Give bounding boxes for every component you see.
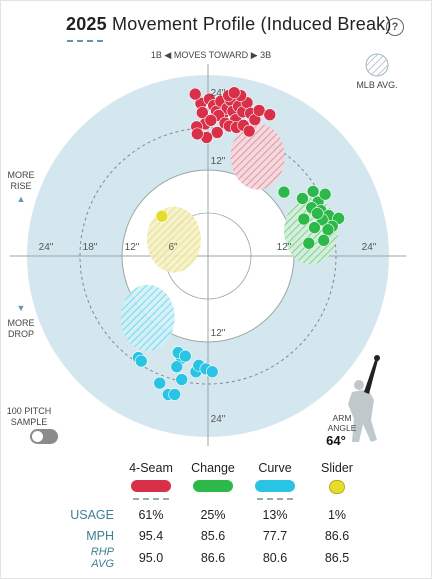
four-seam-toggle[interactable]	[131, 480, 171, 492]
pitch-point-curve[interactable]	[170, 360, 184, 374]
table-cell: 77.7	[262, 528, 288, 543]
title-year: 2025	[66, 14, 107, 34]
pitch-point-4-seam[interactable]	[252, 104, 266, 117]
pitch-point-curve[interactable]	[175, 373, 189, 386]
moves-toward-text: MOVES TOWARD	[173, 50, 249, 60]
table-row: MPH 95.4 85.6 77.7 86.6	[66, 525, 368, 546]
table-cell: 1%	[327, 507, 347, 522]
pitch-point-4-seam[interactable]	[227, 86, 241, 99]
pitch-point-4-seam[interactable]	[210, 126, 224, 139]
change-toggle[interactable]	[193, 480, 233, 492]
pitch-point-4-seam[interactable]	[188, 87, 202, 101]
table-header-row: 4-Seam Change Curve Slider	[66, 458, 368, 478]
row-label-mph: MPH	[86, 528, 114, 543]
pitch-point-curve[interactable]	[178, 349, 192, 363]
table-cell: 86.5	[324, 551, 350, 565]
pitch-header: Slider	[321, 461, 353, 475]
tick-h-right-12: 12"	[277, 242, 292, 253]
arm-angle-value: 64°	[326, 433, 346, 448]
help-icon[interactable]: ?	[386, 18, 404, 36]
tick-h-left-6: 6"	[168, 242, 178, 253]
pitch-point-change[interactable]	[277, 185, 291, 199]
table-cell: 61%	[138, 507, 164, 522]
tick-v-top-24: 24"	[211, 88, 226, 99]
pitch-point-change[interactable]	[311, 207, 324, 220]
more-rise-label: MORE RISE	[7, 170, 35, 191]
table-cell: 86.6	[200, 551, 226, 565]
pitch-point-change[interactable]	[318, 187, 332, 201]
pitch-point-change[interactable]	[306, 185, 320, 198]
tick-h-left-12: 12"	[125, 242, 140, 253]
pitch-sample-toggle[interactable]	[30, 429, 58, 444]
pitch-header: Change	[191, 461, 235, 475]
pitch-point-4-seam[interactable]	[263, 108, 277, 122]
table-row: RHP AVG 95.0 86.6 80.6 86.5	[66, 546, 368, 570]
rise-arrow-icon: ▲	[16, 194, 26, 204]
pitcher-figure-icon	[348, 355, 380, 442]
toggle-knob	[32, 431, 43, 442]
table-cell: 95.4	[138, 528, 164, 543]
table-cell: 13%	[262, 507, 288, 522]
tick-h-left-18: 18"	[83, 242, 98, 253]
table-cell: 86.6	[324, 528, 350, 543]
table-cell: 95.0	[138, 551, 164, 565]
tick-v-top-12: 12"	[211, 156, 226, 167]
pitch-stats-table: 4-Seam Change Curve Slider USAGE 61% 25%…	[66, 458, 368, 570]
table-row: USAGE 61% 25% 13% 1%	[66, 504, 368, 525]
pitch-point-curve[interactable]	[153, 376, 167, 390]
arm-angle-label: ARM ANGLE	[327, 413, 357, 433]
pitch-header: 4-Seam	[129, 461, 173, 475]
more-drop-label: MORE DROP	[7, 318, 35, 339]
pitch-point-change[interactable]	[297, 212, 311, 226]
drop-arrow-icon: ▼	[16, 303, 26, 313]
tick-h-right-24: 24"	[362, 242, 377, 253]
table-cell: 25%	[200, 507, 226, 522]
tick-v-bottom-12: 12"	[211, 328, 226, 339]
pitch-point-change[interactable]	[317, 234, 331, 247]
pitch-sample-label: 100 PITCH SAMPLE	[6, 406, 52, 427]
moves-toward-1b: 1B ◀	[150, 50, 172, 60]
moves-toward-label: 1B ◀ MOVES TOWARD ▶ 3B	[146, 50, 276, 61]
moves-toward-3b: ▶ 3B	[250, 50, 272, 60]
tick-h-left-24: 24"	[39, 242, 54, 253]
pitch-header: Curve	[258, 461, 292, 475]
pitch-point-change[interactable]	[296, 192, 309, 205]
row-label-usage: USAGE	[70, 507, 114, 522]
table-cell: 80.6	[262, 551, 288, 565]
mlb-avg-legend-swatch	[365, 53, 389, 77]
title-text: Movement Profile (Induced Break)	[112, 14, 392, 34]
pitch-point-curve[interactable]	[205, 365, 219, 379]
pitch-point-4-seam[interactable]	[191, 127, 204, 141]
tick-v-bottom-24: 24"	[211, 414, 226, 425]
pitch-point-4-seam[interactable]	[242, 124, 256, 138]
mlb-avg-slider	[146, 206, 201, 273]
pitch-point-curve[interactable]	[168, 388, 181, 401]
slider-toggle[interactable]	[329, 480, 345, 494]
pitch-point-curve[interactable]	[134, 354, 148, 368]
mlb-avg-curve	[120, 284, 175, 351]
mlb-avg-legend-label: MLB AVG.	[356, 80, 398, 90]
pitch-point-change[interactable]	[302, 236, 316, 250]
pitch-point-slider[interactable]	[155, 209, 169, 223]
pitch-point-change[interactable]	[321, 223, 335, 237]
mlb-avg-4-seam	[230, 123, 285, 190]
pitch-point-4-seam[interactable]	[204, 114, 218, 127]
row-label-rhp-avg: RHP AVG	[90, 546, 114, 570]
pitch-toggle-row	[66, 478, 368, 504]
curve-toggle[interactable]	[255, 480, 295, 492]
table-cell: 85.6	[200, 528, 226, 543]
page-title: 2025 Movement Profile (Induced Break)	[66, 14, 392, 35]
pitch-point-change[interactable]	[308, 221, 321, 234]
year-selector-underline[interactable]	[67, 40, 103, 42]
